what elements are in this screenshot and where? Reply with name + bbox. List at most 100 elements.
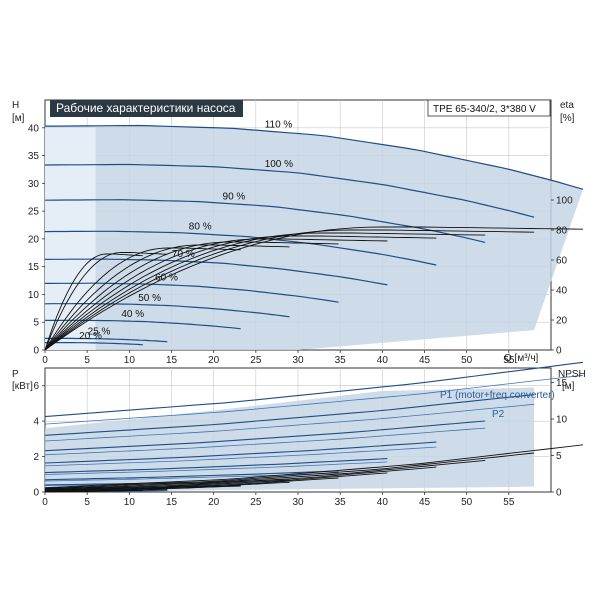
y-tick-label: 6 — [33, 381, 39, 392]
x-tick-label: 0 — [42, 497, 48, 508]
npsh-curve — [44, 459, 486, 490]
x-tick-label: 35 — [335, 497, 347, 508]
npsh-curve — [44, 452, 535, 489]
x-tick-label: 40 — [377, 497, 389, 508]
power-axis-unit: [кВт] — [12, 381, 33, 392]
x-tick-label: 5 — [84, 497, 90, 508]
chart-title-box — [50, 100, 243, 117]
efficiency-curve — [44, 244, 290, 351]
npsh-curve — [44, 466, 437, 491]
npsh-curve — [44, 472, 388, 491]
y-tick-label: 30 — [28, 179, 40, 190]
x-tick-label: 50 — [461, 497, 473, 508]
x-tick-label: 30 — [292, 497, 304, 508]
head-curve — [45, 319, 241, 330]
efficiency-curve — [44, 232, 486, 351]
model-box — [427, 99, 551, 117]
eta-tick-label: 20 — [556, 316, 568, 327]
p1-curve — [44, 470, 339, 481]
npsh-tick-label: 10 — [556, 415, 568, 426]
npsh-tick-label: 5 — [556, 451, 562, 462]
eta-tick-label: 60 — [556, 256, 568, 267]
npsh-tick-label: 0 — [556, 488, 562, 499]
head-ticks: 0 5 10 15 20 25 30 35 40 45 50 55 0 5 10 15 20 25 30 35 40 0 2… — [28, 123, 573, 366]
flow-axis-label: Q [м³/ч] — [504, 353, 539, 364]
speed-label: 90 % — [223, 192, 246, 203]
y-tick-label: 0 — [33, 346, 39, 357]
x-tick-label: 10 — [124, 497, 136, 508]
p1-series-label: P1 (motor+freq.converter) — [440, 390, 555, 401]
y-tick-label: 40 — [28, 123, 40, 134]
head-axis-label: H — [12, 100, 19, 111]
y-tick-label: 2 — [33, 452, 39, 463]
p1-curve — [44, 458, 388, 474]
efficiency-curves — [44, 226, 584, 351]
eta-axis-unit: [%] — [560, 113, 575, 124]
head-curve — [45, 342, 143, 346]
efficiency-curve — [44, 235, 437, 351]
x-tick-label: 25 — [250, 497, 262, 508]
x-tick-label: 45 — [419, 497, 431, 508]
npsh-axis-label: NPSH — [558, 369, 586, 380]
x-tick-label: 15 — [166, 497, 178, 508]
x-tick-label: 20 — [208, 497, 220, 508]
efficiency-curve — [44, 247, 241, 351]
speed-labels: 110 % 100 % 90 % 80 % 70 % 60 % 50 % 40 % 25 %20… — [79, 120, 293, 342]
x-tick-label: 25 — [250, 355, 262, 366]
x-tick-label: 5 — [84, 355, 90, 366]
p2-series-label: P2 — [492, 409, 505, 420]
y-tick-label: 10 — [28, 290, 40, 301]
npsh-curve — [44, 485, 241, 492]
efficiency-curve — [44, 238, 388, 351]
power-ticks: 0 5 10 15 20 25 30 35 40 45 50 55 0 2 4 6 0 5 10 15 — [33, 378, 567, 508]
y-tick-label: 20 — [28, 234, 40, 245]
efficiency-curve — [44, 253, 143, 351]
head-curve — [44, 230, 437, 266]
npsh-curve — [44, 481, 290, 492]
x-tick-label: 15 — [166, 355, 178, 366]
operating-area — [45, 125, 583, 350]
y-tick-label: 4 — [33, 417, 39, 428]
eta-axis-label: eta — [560, 100, 574, 111]
y-tick-label: 15 — [28, 262, 40, 273]
efficiency-curve — [44, 241, 339, 351]
p1-curve — [44, 441, 437, 464]
p1-curve — [44, 394, 535, 436]
p2-curve — [44, 446, 437, 467]
efficiency-curve — [44, 252, 168, 351]
eta-tick-label: 40 — [556, 286, 568, 297]
head-curve — [45, 124, 584, 190]
power-axis-label: P — [12, 369, 19, 380]
p1-curve — [44, 420, 486, 452]
speed-label: 110 % — [265, 120, 293, 131]
p2-curve — [44, 427, 486, 456]
x-tick-label: 10 — [124, 355, 136, 366]
npsh-axis-unit: [м] — [562, 381, 575, 392]
p2-curve — [44, 461, 388, 475]
x-tick-label: 50 — [461, 355, 473, 366]
x-tick-label: 40 — [377, 355, 389, 366]
npsh-curve — [44, 489, 143, 493]
npsh-curve — [44, 477, 339, 492]
x-tick-label: 55 — [503, 497, 515, 508]
eta-tick-label: 80 — [556, 226, 568, 237]
npsh-tick-label: 15 — [556, 378, 568, 389]
eta-tick-label: 100 — [556, 196, 573, 207]
speed-label: 60 % — [155, 273, 178, 284]
x-tick-label: 55 — [503, 355, 515, 366]
speed-label: 20 % — [79, 331, 102, 342]
y-tick-label: 0 — [33, 488, 39, 499]
p2-curve — [44, 374, 584, 425]
head-curve — [45, 337, 168, 343]
x-tick-label: 45 — [419, 355, 431, 366]
npsh-curves — [44, 444, 584, 493]
head-chart: 0 5 10 15 20 25 30 35 40 45 50 55 0 5 10 15 20 25 30 35 40 0 2… — [12, 99, 584, 366]
speed-label: 80 % — [189, 222, 212, 233]
head-axis-unit: [м] — [12, 113, 25, 124]
p2-curve — [44, 403, 535, 442]
npsh-curve — [44, 444, 584, 489]
head-curve — [45, 282, 339, 303]
speed-label: 25 % — [88, 327, 111, 338]
speed-label: 40 % — [121, 309, 144, 320]
